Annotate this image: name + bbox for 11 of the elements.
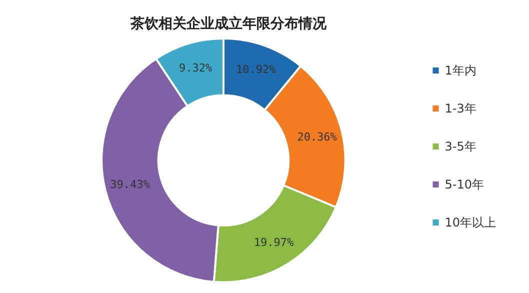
data-label: 39.43%	[110, 178, 150, 192]
legend-label: 5-10年	[444, 178, 484, 192]
data-label: 10.92%	[236, 62, 276, 76]
legend-label: 1-3年	[444, 102, 476, 116]
legend-label: 10年以上	[444, 216, 496, 230]
legend-label: 3-5年	[444, 140, 476, 154]
data-label: 9.32%	[179, 61, 213, 74]
data-label: 19.97%	[254, 236, 294, 250]
chart-title: 茶饮相关企业成立年限分布情况	[129, 15, 328, 32]
legend-label: 1年内	[444, 64, 476, 78]
data-label: 20.36%	[297, 130, 338, 144]
